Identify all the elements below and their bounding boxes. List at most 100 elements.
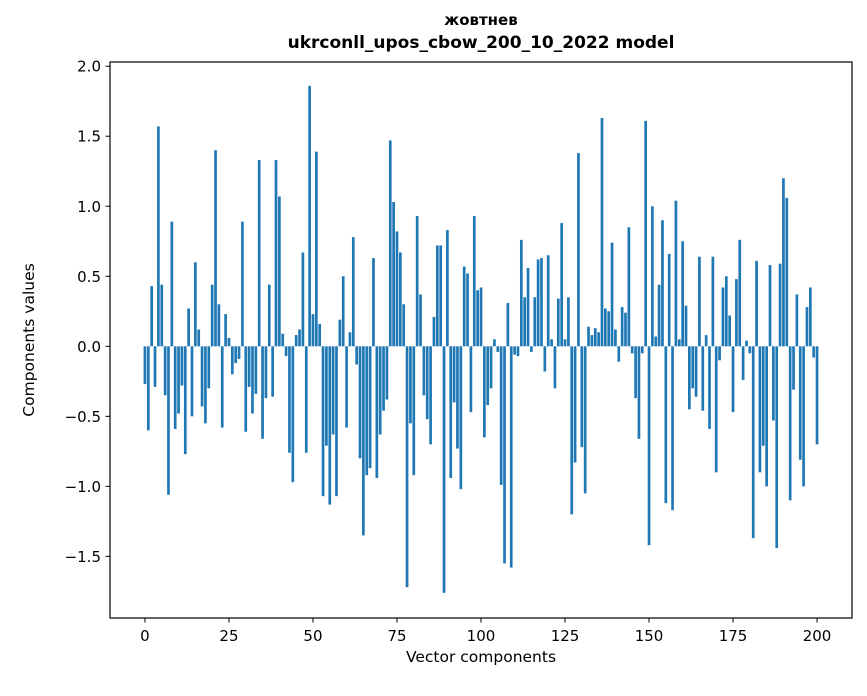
bar — [160, 284, 164, 347]
y-tick-label: 1.0 — [77, 198, 101, 216]
y-tick-label: −0.5 — [65, 408, 101, 426]
bar — [469, 346, 473, 413]
x-tick-label: 25 — [219, 627, 238, 645]
bar — [768, 265, 772, 347]
bar — [523, 297, 527, 347]
bar — [755, 260, 758, 347]
bar — [765, 346, 768, 487]
bar — [805, 307, 809, 347]
bar — [597, 332, 600, 347]
bar — [711, 256, 715, 347]
bar — [288, 346, 291, 453]
bar — [785, 197, 789, 347]
bar — [466, 273, 469, 347]
bar — [405, 346, 409, 588]
bar — [563, 339, 567, 347]
bar — [772, 346, 775, 421]
bar — [808, 287, 812, 347]
bar — [314, 151, 318, 347]
bar — [620, 307, 624, 347]
bar — [422, 346, 426, 396]
bar — [341, 276, 345, 347]
bar — [399, 252, 402, 347]
y-axis-label: Components values — [20, 263, 38, 417]
bar — [378, 346, 382, 435]
bar — [294, 335, 298, 347]
bar — [677, 339, 681, 347]
bar — [614, 329, 617, 347]
bar — [200, 346, 204, 407]
bar — [456, 346, 459, 449]
bar — [748, 346, 752, 354]
bar — [526, 267, 530, 347]
bar — [449, 346, 453, 478]
bar — [540, 258, 543, 347]
bar — [499, 346, 503, 485]
y-tick-label: 2.0 — [77, 58, 101, 76]
bar — [355, 346, 359, 365]
bar — [573, 346, 577, 463]
bar — [556, 298, 560, 347]
bar — [388, 140, 392, 347]
bar — [570, 346, 574, 515]
bar — [409, 346, 412, 424]
bar — [664, 346, 668, 504]
bar — [701, 346, 705, 411]
bar — [778, 263, 782, 347]
bar — [271, 346, 274, 397]
bar — [758, 346, 762, 473]
bar — [230, 346, 234, 375]
bar — [318, 323, 322, 347]
bar — [513, 346, 516, 355]
bar — [395, 231, 399, 347]
bar — [617, 346, 621, 362]
bar — [274, 160, 278, 347]
bar — [644, 120, 648, 347]
bar — [610, 242, 614, 347]
axis-ticks — [105, 65, 818, 623]
bar — [278, 196, 281, 347]
bar — [798, 346, 802, 460]
chart-title-line2: ukrconll_upos_cbow_200_10_2022 model — [287, 33, 675, 53]
bar — [630, 346, 634, 354]
bar — [567, 297, 570, 347]
bar — [483, 346, 486, 438]
bar — [261, 346, 264, 439]
bar — [802, 346, 805, 487]
bar — [419, 294, 422, 347]
bar — [506, 302, 510, 347]
bar — [714, 346, 718, 473]
bar — [735, 279, 738, 347]
bar — [210, 284, 214, 347]
bar — [694, 346, 698, 397]
bar — [560, 223, 563, 347]
bar — [146, 346, 150, 431]
bar — [281, 333, 285, 347]
bar — [489, 346, 493, 389]
bar — [493, 339, 496, 347]
bar — [587, 326, 590, 347]
bar — [654, 336, 658, 347]
y-tick-label: 0.5 — [77, 268, 101, 286]
bar — [331, 346, 335, 435]
bar — [543, 346, 547, 372]
bar — [301, 252, 305, 347]
bar — [479, 287, 483, 347]
chart-title-line1: жовтнев — [444, 11, 518, 29]
bar — [775, 346, 779, 548]
bar — [442, 346, 446, 593]
bar — [392, 202, 395, 347]
bar — [640, 346, 644, 354]
bar — [593, 328, 597, 347]
x-tick-label: 100 — [467, 627, 496, 645]
y-tick-label: 1.5 — [77, 128, 101, 146]
bar — [472, 216, 476, 347]
bar — [452, 346, 456, 403]
bar — [674, 200, 678, 347]
bar — [657, 284, 661, 347]
bar — [731, 346, 735, 413]
bar — [724, 276, 728, 347]
axes-frame — [109, 61, 853, 619]
bar — [435, 245, 439, 347]
